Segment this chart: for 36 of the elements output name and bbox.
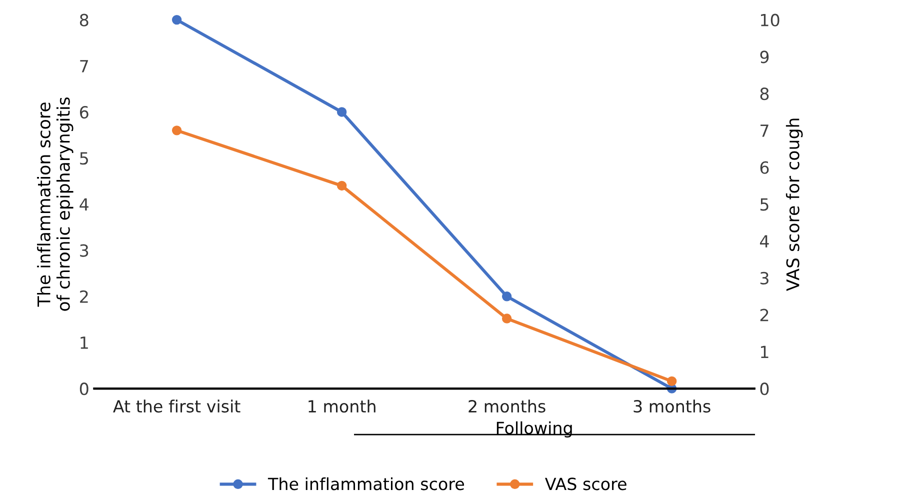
y2-tick-label: 1 [761,346,768,358]
y-tick-label: 3 [80,244,88,257]
point [336,180,347,191]
y-tick-label: 6 [80,106,88,119]
y-tick-label: 1 [80,336,88,349]
point [336,107,347,117]
point [172,14,182,25]
x-tick-label: 2 months [468,400,546,413]
y-axis-title: The inflammation score of chronic epipharyngitis [37,97,74,311]
y2-tick-label: 3 [760,272,768,285]
y2-axis-title: VAS score for cough [786,118,803,292]
x-tick-label: At the first visit [113,400,240,413]
y2-tick-label: 0 [760,382,769,396]
y2-tick-label: 2 [760,308,768,322]
y-tick-label: 7 [80,60,88,72]
y2-tick-label: 9 [760,50,769,64]
y-tick-label: 5 [80,152,88,165]
y2-tick-label: 5 [760,198,768,211]
y2-tick-label: 7 [760,124,768,137]
y-tick-label: 0 [80,382,88,396]
point [502,314,512,324]
y-tick-label: 2 [80,290,88,303]
y2-tick-label: 4 [760,235,769,248]
y2-tick-label: 10 [761,14,780,26]
x-axis-title: Following [496,421,572,438]
y2-tick-label: 8 [760,88,769,100]
y-tick-label: 4 [80,198,88,211]
point [666,376,677,386]
point [172,126,182,136]
legend-label: VAS score [545,478,626,490]
x-tick-label: 3 months [634,400,710,413]
y2-tick-label: 6 [760,161,769,174]
legend-label: The inflammation score [268,477,464,490]
y-tick-label: 8 [80,14,88,26]
point [502,292,512,302]
x-tick-label: 1 month [308,400,376,413]
